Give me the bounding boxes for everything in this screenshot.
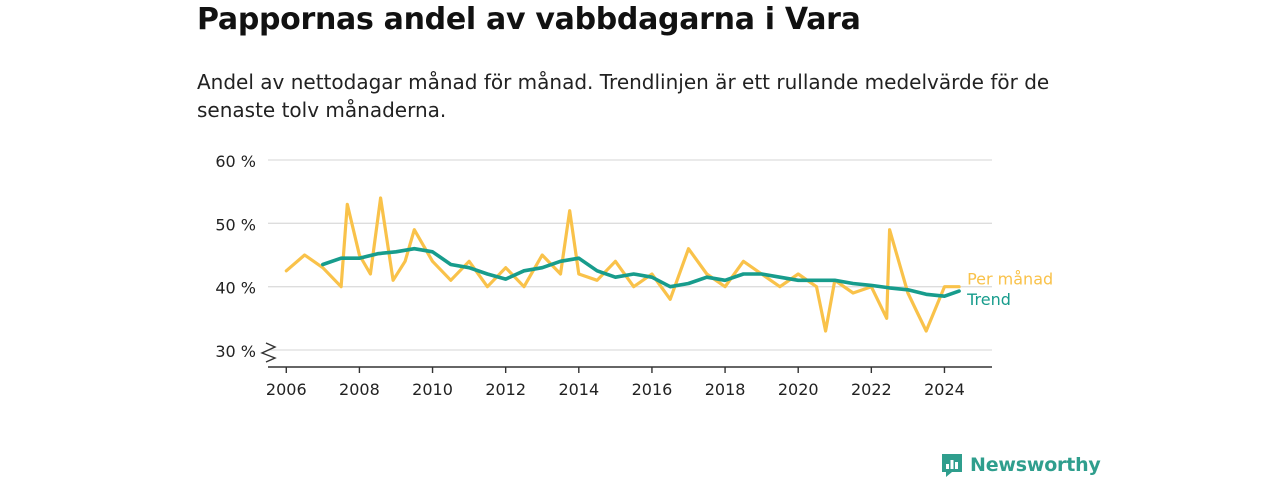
x-tick-label: 2020 (778, 380, 819, 399)
x-tick-label: 2008 (339, 380, 380, 399)
y-axis: 30 % 40 % 50 % 60 % (215, 152, 256, 361)
trend-series-label: Trend (966, 290, 1011, 309)
monthly-series-line (284, 196, 961, 333)
trend-series-line (320, 246, 961, 299)
x-axis: 2006 2008 2010 2012 2014 2016 2018 2020 2022 2024 (266, 366, 992, 399)
x-tick-label: 2006 (266, 380, 307, 399)
newsworthy-logo-icon (942, 454, 962, 477)
y-tick-label: 50 % (215, 215, 256, 234)
y-tick-label: 30 % (215, 342, 256, 361)
brand-name: Newsworthy (970, 454, 1101, 476)
x-tick-label: 2022 (851, 380, 892, 399)
gridlines (268, 159, 992, 351)
newsworthy-logo: Newsworthy (940, 452, 1101, 478)
x-tick-label: 2018 (705, 380, 746, 399)
x-tick-label: 2016 (632, 380, 673, 399)
axis-break-icon (260, 342, 277, 363)
y-tick-label: 60 % (215, 152, 256, 171)
chart-title: Pappornas andel av vabbdagarna i Vara (197, 2, 861, 37)
x-tick-label: 2014 (558, 380, 599, 399)
chart-subtitle: Andel av nettodagar månad för månad. Tre… (197, 70, 1050, 122)
monthly-series-label: Per månad (967, 270, 1053, 289)
series-lines (284, 196, 961, 333)
x-tick-label: 2010 (412, 380, 453, 399)
x-tick-label: 2024 (924, 380, 965, 399)
x-tick-label: 2012 (485, 380, 526, 399)
y-tick-label: 40 % (215, 279, 256, 298)
